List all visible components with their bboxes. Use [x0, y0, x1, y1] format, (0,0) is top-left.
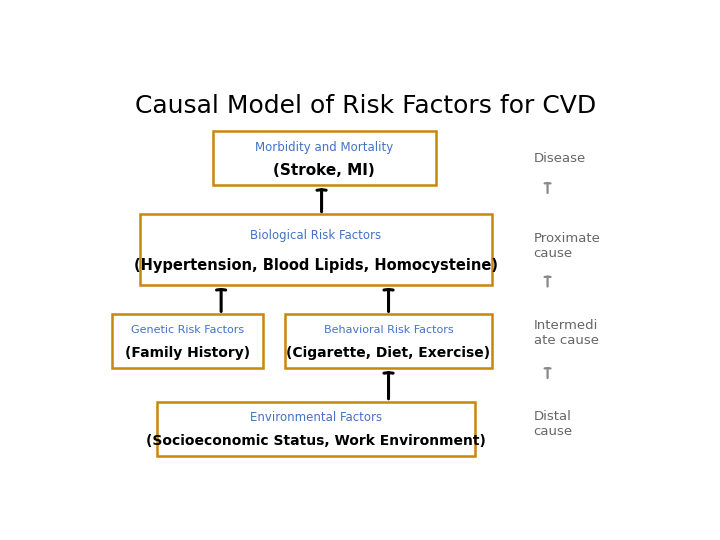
Text: Disease: Disease — [534, 152, 586, 165]
Text: Morbidity and Mortality: Morbidity and Mortality — [255, 141, 394, 154]
Text: (Cigarette, Diet, Exercise): (Cigarette, Diet, Exercise) — [287, 346, 490, 360]
FancyBboxPatch shape — [140, 214, 492, 285]
FancyBboxPatch shape — [112, 314, 263, 368]
Text: Environmental Factors: Environmental Factors — [250, 411, 382, 424]
Text: (Hypertension, Blood Lipids, Homocysteine): (Hypertension, Blood Lipids, Homocystein… — [134, 258, 498, 273]
Text: Biological Risk Factors: Biological Risk Factors — [251, 229, 382, 242]
Text: (Family History): (Family History) — [125, 346, 251, 360]
FancyBboxPatch shape — [157, 402, 475, 456]
Text: (Stroke, MI): (Stroke, MI) — [274, 163, 375, 178]
Text: Genetic Risk Factors: Genetic Risk Factors — [131, 326, 244, 335]
Text: Causal Model of Risk Factors for CVD: Causal Model of Risk Factors for CVD — [135, 94, 596, 118]
Text: Behavioral Risk Factors: Behavioral Risk Factors — [324, 326, 454, 335]
FancyBboxPatch shape — [285, 314, 492, 368]
Text: (Socioeconomic Status, Work Environment): (Socioeconomic Status, Work Environment) — [146, 434, 486, 448]
FancyBboxPatch shape — [213, 131, 436, 185]
Text: Distal
cause: Distal cause — [534, 410, 572, 438]
Text: Intermedi
ate cause: Intermedi ate cause — [534, 319, 598, 347]
Text: Proximate
cause: Proximate cause — [534, 232, 600, 260]
